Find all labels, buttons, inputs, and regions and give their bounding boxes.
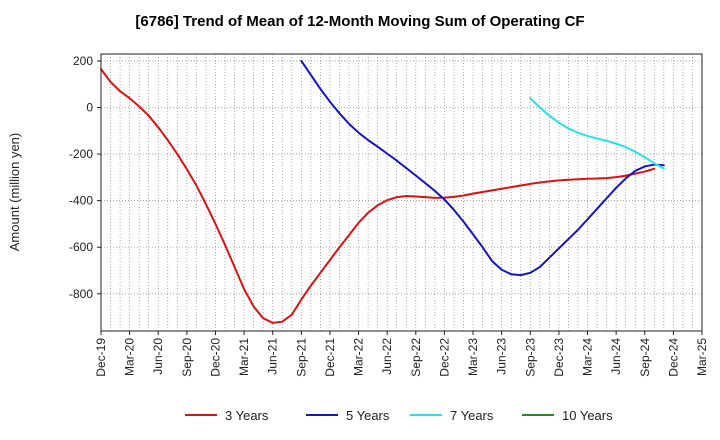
- series-line-5-years: [300, 59, 665, 277]
- x-tick-label: Jun-21: [266, 338, 280, 375]
- x-tick-label: Dec-20: [208, 338, 222, 377]
- legend-label: 5 Years: [346, 408, 390, 423]
- x-tick-label: Sep-20: [180, 338, 194, 377]
- legend-label: 10 Years: [562, 408, 613, 423]
- legend-item-7-years[interactable]: 7 Years: [410, 408, 494, 423]
- y-tick-label: 200: [73, 54, 93, 68]
- x-tick-label: Mar-21: [237, 338, 251, 376]
- y-tick-label: -800: [69, 287, 93, 301]
- x-tick-label: Mar-23: [466, 338, 480, 376]
- x-tick-label: Mar-22: [352, 338, 366, 376]
- y-tick-label: -600: [69, 240, 93, 254]
- x-tick-label: Mar-20: [123, 338, 137, 376]
- y-tick-label: -400: [69, 194, 93, 208]
- plot-frame: [100, 53, 703, 332]
- legend[interactable]: 3 Years 5 Years 7 Years 10 Years: [185, 408, 613, 423]
- x-tick-label: Dec-22: [437, 338, 451, 377]
- legend-item-3-years[interactable]: 3 Years: [185, 408, 269, 423]
- x-tick-label: Dec-19: [94, 338, 108, 377]
- y-axis-ticks: 200 0 -200 -400 -600 -800: [69, 54, 101, 301]
- x-tick-label: Mar-24: [581, 338, 595, 376]
- x-axis-ticks: Dec-19 Mar-20 Jun-20 Sep-20 Dec-20 Mar-21 Jun-…: [94, 331, 709, 377]
- chart-title: [6786] Trend of Mean of 12-Month Moving …: [135, 13, 584, 30]
- x-tick-label: Sep-24: [638, 338, 652, 377]
- y-tick-label: -200: [69, 147, 93, 161]
- legend-item-10-years[interactable]: 10 Years: [522, 408, 613, 423]
- x-tick-label: Dec-23: [552, 338, 566, 377]
- x-tick-label: Sep-21: [294, 338, 308, 377]
- y-tick-label: 0: [86, 101, 93, 115]
- x-tick-label: Dec-24: [666, 338, 680, 377]
- legend-label: 3 Years: [225, 408, 269, 423]
- x-tick-label: Jun-24: [609, 338, 623, 375]
- series-line-7-years: [529, 97, 665, 170]
- series-line-3-years: [100, 68, 656, 324]
- grid: [101, 54, 702, 331]
- x-tick-label: Jun-23: [495, 338, 509, 375]
- x-tick-label: Jun-22: [380, 338, 394, 375]
- x-tick-label: Sep-22: [409, 338, 423, 377]
- series-layer: [100, 59, 665, 324]
- legend-label: 7 Years: [450, 408, 494, 423]
- x-tick-label: Dec-21: [323, 338, 337, 377]
- x-tick-label: Mar-25: [695, 338, 709, 376]
- y-axis-label: Amount (million yen): [7, 133, 22, 252]
- x-tick-label: Sep-23: [523, 338, 537, 377]
- x-tick-label: Jun-20: [151, 338, 165, 375]
- legend-item-5-years[interactable]: 5 Years: [306, 408, 390, 423]
